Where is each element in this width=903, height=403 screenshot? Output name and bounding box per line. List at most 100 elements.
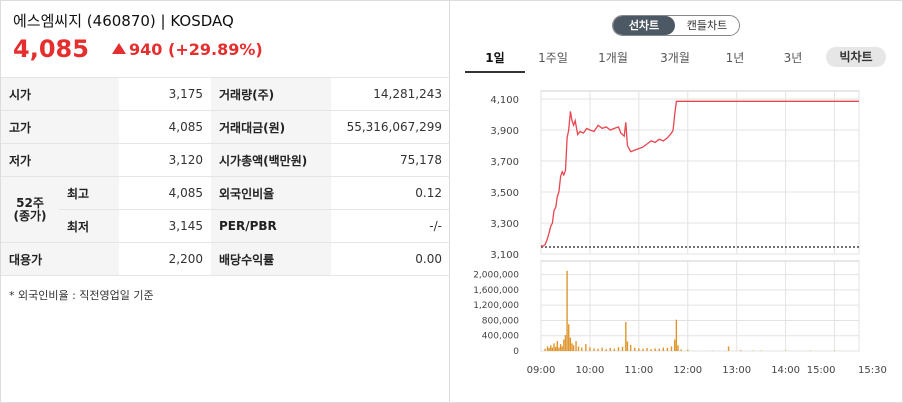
sub-value: 2,200 — [119, 242, 211, 276]
w52-label-line1: 52주 — [16, 195, 44, 210]
volume-bar — [556, 341, 559, 351]
price-plot-frame — [540, 90, 860, 255]
div-value: 0.00 — [331, 242, 450, 276]
up-triangle-icon — [112, 42, 127, 54]
volume-bar — [680, 349, 682, 351]
volume-bar — [658, 348, 660, 351]
chart-type-toggle: 선차트 캔들차트 — [612, 15, 740, 36]
stock-name: 에스엠씨지 — [13, 12, 83, 30]
volume-bar — [564, 334, 567, 351]
per-value: -/- — [331, 209, 450, 243]
stock-info-table: 시가 3,175 거래량(주) 14,281,243 고가 4,085 거래대금… — [1, 77, 450, 276]
volume-bar — [617, 347, 620, 351]
high-value: 4,085 — [119, 110, 211, 144]
w52-label: 52주 (종가) — [1, 176, 59, 243]
foreign-value: 0.12 — [331, 176, 450, 210]
candle-chart-button[interactable]: 캔들차트 — [686, 19, 728, 32]
w52-label-line2: (종가) — [13, 208, 47, 223]
volume-bar — [575, 341, 577, 351]
price-tick-label: 3,100 — [490, 250, 519, 261]
tab-1d[interactable]: 1일 — [485, 51, 505, 65]
volume-bar — [601, 347, 603, 351]
volume-bar — [571, 343, 573, 351]
tab-1y[interactable]: 1년 — [725, 51, 745, 65]
volume-tick-label: 0 — [513, 347, 519, 357]
market-name: KOSDAQ — [170, 12, 234, 30]
volume-bar — [670, 346, 673, 351]
open-value: 3,175 — [119, 77, 211, 111]
volume-bar — [593, 348, 595, 351]
volume-bar — [559, 344, 562, 351]
price-tick-label: 3,300 — [490, 219, 519, 230]
w52-high-label: 최고 — [59, 176, 119, 210]
volume-bar — [589, 347, 591, 351]
price-tick-label: 4,100 — [490, 95, 519, 106]
price-row: 4,085 940 (+29.89%) — [13, 35, 263, 63]
time-tick-label: 12:00 — [673, 365, 702, 376]
volume-tick-label: 400,000 — [482, 332, 519, 342]
current-price: 4,085 — [13, 35, 89, 63]
volume-bar — [740, 350, 742, 351]
volume-bar — [553, 343, 555, 351]
volume-grid — [540, 260, 860, 352]
tab-1m[interactable]: 1개월 — [598, 51, 628, 65]
volume-bar — [654, 348, 656, 351]
open-label: 시가 — [1, 77, 119, 111]
volume-bar — [613, 348, 616, 351]
volume-bar — [566, 270, 568, 351]
volume-bar — [675, 319, 678, 351]
volume-tick-label: 1,200,000 — [473, 301, 519, 311]
big-chart-button[interactable]: 빅차트 — [826, 47, 886, 67]
volume-bar — [548, 347, 550, 351]
table-row: 저가 3,120 시가총액(백만원) 75,178 — [1, 143, 450, 177]
volume-bar — [727, 346, 730, 351]
volume-bar — [687, 349, 689, 351]
time-axis: 09:00 10:00 11:00 12:00 13:00 14:00 15:00 15:30 — [527, 365, 887, 376]
price-tick-label: 3,900 — [490, 126, 519, 137]
tab-1w[interactable]: 1주일 — [538, 51, 568, 65]
volume-bar — [581, 347, 583, 351]
amount-value: 55,316,067,299 — [331, 110, 450, 144]
change-rate: (+29.89%) — [168, 39, 263, 59]
time-tick-label: 15:30 — [858, 365, 887, 376]
volume-bar — [642, 348, 644, 351]
volume-bar — [621, 346, 624, 351]
mcap-value: 75,178 — [331, 143, 450, 177]
volume-bar — [561, 346, 563, 351]
volume-bar — [572, 345, 575, 351]
volume-bar — [650, 349, 652, 351]
volume-bar — [554, 346, 557, 351]
volume-bar — [546, 346, 549, 351]
volume-tick-label: 800,000 — [482, 316, 519, 326]
volume-tick-label: 2,000,000 — [473, 271, 519, 281]
table-row: 52주 (종가) 최고 4,085 외국인비율 0.12 — [1, 176, 450, 243]
mcap-label: 시가총액(백만원) — [211, 143, 331, 177]
title-separator: | — [160, 12, 166, 30]
amount-label: 거래대금(원) — [211, 110, 331, 144]
time-tick-label: 14:00 — [771, 365, 800, 376]
period-tabs: 1일 1주일 1개월 3개월 1년 3년 빅차트 — [465, 45, 887, 73]
price-grid — [540, 90, 860, 255]
volume-bar — [626, 341, 629, 351]
price-tick-label: 3,500 — [490, 188, 519, 199]
change-amount: 940 — [129, 39, 163, 59]
volume-bar — [544, 348, 546, 351]
volume-value: 14,281,243 — [331, 77, 450, 111]
line-chart-button[interactable]: 선차트 — [613, 16, 675, 35]
w52-high-value: 4,085 — [119, 176, 211, 210]
tab-3y[interactable]: 3년 — [783, 51, 803, 65]
price-y-axis: 4,100 3,900 3,700 3,500 3,300 3,100 — [490, 95, 519, 261]
tab-3m[interactable]: 3개월 — [660, 51, 690, 65]
volume-bar — [551, 347, 554, 351]
chart-panel: 선차트 캔들차트 1일 1주일 1개월 3개월 1년 3년 빅차트 4,100 3… — [451, 1, 902, 402]
per-label: PER/PBR — [211, 209, 331, 243]
volume-bar — [569, 337, 572, 351]
volume-label: 거래량(주) — [211, 77, 331, 111]
time-tick-label: 10:00 — [576, 365, 605, 376]
volume-bar — [674, 339, 676, 351]
volume-bar — [585, 344, 587, 351]
w52-low-label: 최저 — [59, 209, 119, 243]
price-tick-label: 3,700 — [490, 157, 519, 168]
foreign-ratio-note: * 외국인비율 : 직전영업일 기준 — [9, 289, 154, 302]
volume-bar — [563, 339, 565, 351]
